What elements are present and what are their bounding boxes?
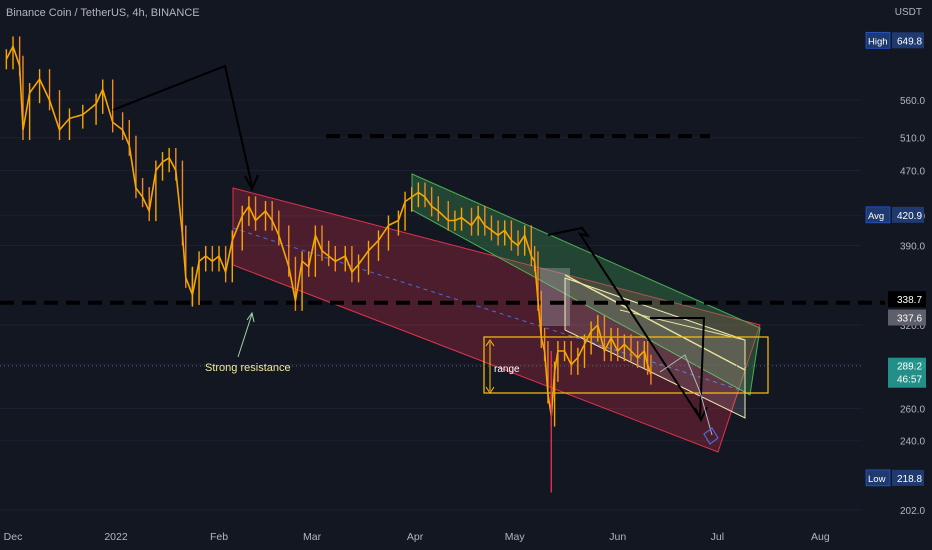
level-value-low: 218.8 [897, 474, 922, 485]
projection-path [659, 354, 713, 436]
x-tick-label: Mar [303, 531, 322, 543]
current-price-box [888, 357, 926, 388]
level-name-high: High [868, 36, 888, 47]
x-tick-label: Dec [4, 531, 23, 543]
level-tag-avg [865, 206, 891, 224]
annotation-strong-resistance: Strong resistance [205, 362, 291, 374]
price-series [5, 36, 652, 427]
resistance-arrow [237, 313, 253, 358]
annotation-range: range [494, 364, 520, 375]
y-tick-label: 202.0 [900, 506, 925, 517]
y-tick-label: 260.0 [900, 405, 925, 416]
level-box-high [892, 32, 924, 49]
price-label-338-7-box [888, 291, 926, 308]
chart-title: Binance Coin / TetherUS, 4h, BINANCE [6, 7, 200, 19]
y-tick-label: 240.0 [900, 437, 925, 448]
x-tick-label: Jun [609, 531, 626, 543]
range-box [483, 336, 769, 394]
y-tick-label: 390.0 [900, 242, 925, 253]
x-tick-label: Aug [811, 531, 830, 543]
resistance-arrow-head [246, 311, 255, 323]
x-tick-label: May [505, 531, 526, 543]
arrow-path-2 [547, 226, 706, 422]
x-tick-label: 2022 [104, 531, 128, 543]
level-value-high: 649.8 [897, 36, 922, 47]
x-tick-label: Jul [711, 531, 724, 543]
price-line [5, 44, 652, 417]
level-tag-low [865, 469, 891, 487]
y-tick-label: 560.0 [900, 96, 925, 107]
range-arrow-heads [485, 339, 495, 394]
y-tick-label: 470.0 [900, 166, 925, 177]
x-tick-label: Apr [407, 531, 424, 543]
level-value-avg: 420.9 [897, 211, 922, 222]
price-label-timer: 46:57 [897, 375, 922, 386]
arrow-path-1 [112, 64, 253, 187]
level-name-low: Low [868, 474, 886, 485]
level-box-avg [892, 206, 924, 223]
level-name-avg: Avg [868, 211, 884, 222]
arrow-head-1 [244, 174, 259, 192]
x-tick-label: Feb [210, 531, 228, 543]
price-label-current: 289.2 [897, 362, 922, 373]
y-tick-label: 320.0 [900, 321, 925, 332]
red-channel-midline [232, 227, 741, 391]
target-marker [703, 427, 719, 445]
price-label-337-6: 337.6 [897, 314, 922, 325]
price-label-338-7: 338.7 [897, 295, 922, 306]
y-tick-label: 510.0 [900, 134, 925, 145]
pennant-upper-line [564, 274, 746, 371]
level-box-low [892, 469, 924, 486]
pennant-guide [619, 309, 746, 341]
level-tag-high [865, 31, 891, 49]
price-unit: USDT [894, 7, 922, 18]
price-label-337-6-box [888, 309, 926, 326]
